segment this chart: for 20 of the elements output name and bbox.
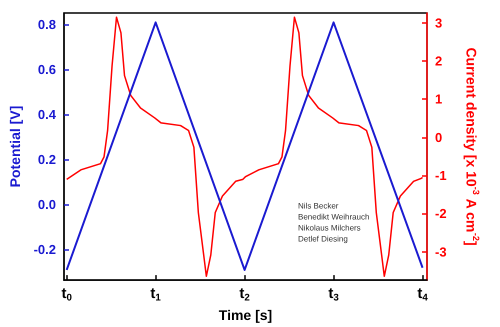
y-tick-label: 0.8 — [38, 17, 56, 32]
y2-tick-label: -2 — [435, 206, 447, 222]
annotation: Detlef Diesing — [298, 234, 348, 244]
y2-axis-title: Current density [x 10-3 A cm-2] — [464, 47, 481, 246]
y2-tick-label: 2 — [435, 54, 442, 69]
y-tick-label: 0.4 — [38, 107, 57, 122]
y2-tick-label: -1 — [435, 168, 447, 184]
y2-tick-label: 1 — [435, 92, 442, 107]
y-tick-label: 0.0 — [38, 197, 56, 212]
annotation: Benedikt Weihrauch — [298, 212, 370, 222]
y-tick-label: -0.2 — [34, 242, 56, 258]
y2-tick-label: 0 — [435, 130, 442, 145]
y-tick-label: 0.2 — [38, 152, 56, 168]
annotation: Nikolaus Milchers — [298, 224, 361, 232]
y2-tick-label: -3 — [435, 244, 447, 260]
annotation: Nils Becker — [298, 202, 339, 210]
x-axis-title: Time [s] — [218, 307, 272, 323]
y2-tick-label: 3 — [435, 15, 442, 30]
y-axis-title: Potential [V] — [7, 106, 23, 188]
y-tick-label: 0.6 — [38, 62, 56, 78]
